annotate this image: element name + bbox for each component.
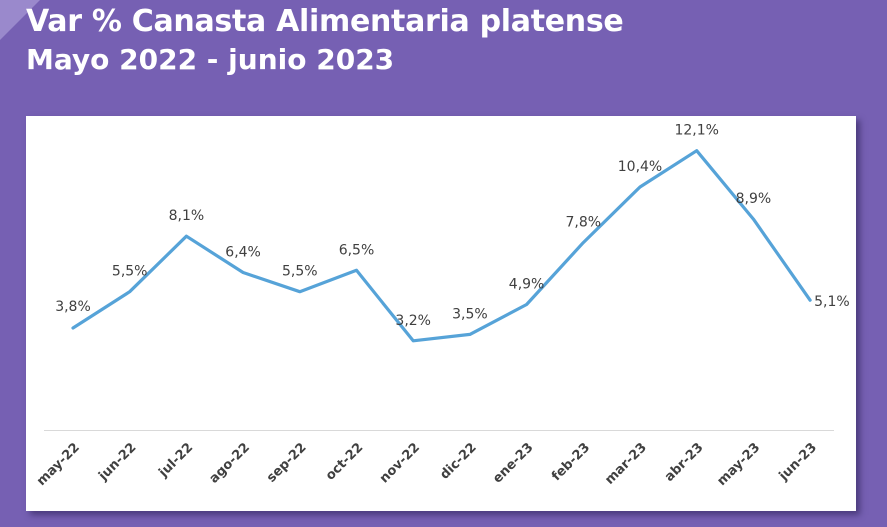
x-tick-label: abr-23: [662, 440, 707, 485]
series-line: [71, 149, 812, 343]
chart-panel: 3,8% 5,5% 8,1% 6,4% 5,5% 6,5% 3,2% 3,5% 4,9% 7,8%…: [26, 116, 856, 511]
data-label: 12,1%: [674, 123, 718, 139]
data-label: 10,4%: [618, 159, 662, 175]
x-tick-label: jun-22: [95, 440, 139, 484]
x-tick-label: mar-23: [602, 440, 650, 488]
x-tick-label: feb-23: [549, 440, 593, 484]
data-label: 5,5%: [282, 264, 318, 280]
data-label: 6,5%: [339, 242, 375, 258]
data-label: 5,1%: [814, 294, 850, 310]
corner-decoration: [0, 0, 40, 40]
data-label: 3,2%: [395, 313, 431, 329]
data-label: 5,5%: [112, 264, 148, 280]
line-chart: 3,8% 5,5% 8,1% 6,4% 5,5% 6,5% 3,2% 3,5% 4,9% 7,8%…: [34, 123, 850, 489]
x-tick-label: may-22: [34, 440, 83, 489]
data-label: 4,9%: [509, 277, 545, 293]
x-tick-label: ene-23: [490, 440, 536, 486]
chart-title: Var % Canasta Alimentaria platense: [26, 4, 624, 39]
data-label: 7,8%: [566, 215, 602, 231]
x-tick-label: jul-22: [155, 440, 196, 481]
x-tick-label: sep-22: [264, 440, 310, 486]
x-tick-label: ago-22: [207, 440, 253, 486]
data-label: 3,8%: [55, 299, 91, 315]
x-tick-label: may-23: [715, 440, 764, 489]
data-label: 3,5%: [452, 306, 488, 322]
x-tick-label: oct-22: [323, 440, 366, 483]
x-tick-label: nov-22: [377, 440, 423, 486]
x-tick-label: jun-23: [776, 440, 820, 484]
data-label: 8,9%: [736, 191, 772, 207]
data-label: 6,4%: [225, 245, 261, 261]
x-tick-label: dic-22: [437, 440, 479, 482]
data-label: 8,1%: [169, 208, 205, 224]
chart-subtitle: Mayo 2022 - junio 2023: [26, 43, 395, 76]
